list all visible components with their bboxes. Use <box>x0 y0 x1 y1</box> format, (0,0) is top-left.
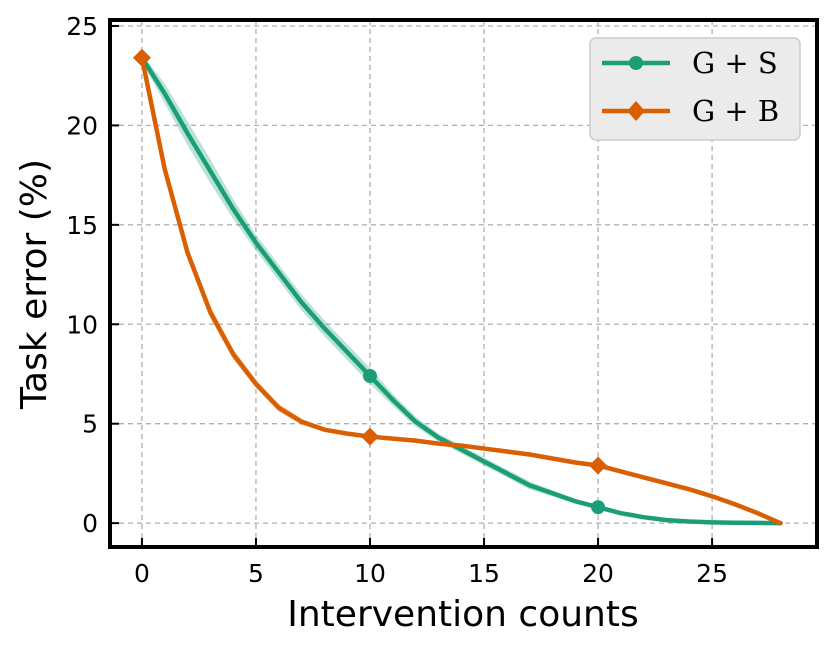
x-tick-label-15: 15 <box>468 559 500 588</box>
point-g-b-10 <box>360 427 379 446</box>
legend-label-g-s: G + S <box>692 46 778 80</box>
plot-frame <box>108 18 819 549</box>
x-axis-title: Intervention counts <box>287 594 639 635</box>
y-tick-label-10: 10 <box>66 310 98 339</box>
legend-marker-g-s <box>629 56 643 70</box>
x-tick-label-25: 25 <box>696 559 728 588</box>
axis-ticks <box>110 24 714 547</box>
x-tick-label-20: 20 <box>582 559 614 588</box>
y-tick-label-5: 5 <box>82 410 98 439</box>
point-g-b-0 <box>132 48 151 67</box>
point-g-s-20 <box>591 500 606 515</box>
y-tick-label-25: 25 <box>66 12 98 41</box>
legend-label-g-b: G + B <box>692 94 779 128</box>
x-tick-label-0: 0 <box>134 559 150 588</box>
series-markers <box>132 48 608 515</box>
point-g-s-10 <box>362 368 377 383</box>
series-lines <box>139 55 783 526</box>
point-g-b-20 <box>589 456 608 475</box>
x-tick-label-10: 10 <box>354 559 386 588</box>
legend-marker-g-b <box>627 101 645 121</box>
line-g-b <box>139 55 783 526</box>
grid <box>110 20 817 547</box>
line-g-s <box>139 55 783 526</box>
y-tick-label-15: 15 <box>66 211 98 240</box>
y-tick-label-0: 0 <box>82 509 98 538</box>
legend: G + S G + B <box>589 37 801 141</box>
x-tick-label-5: 5 <box>248 559 264 588</box>
y-axis-title: Task error (%) <box>14 159 55 410</box>
tick-labels: 0 5 10 15 20 25 0 5 10 15 20 25 <box>66 12 728 588</box>
y-tick-label-20: 20 <box>66 111 98 140</box>
